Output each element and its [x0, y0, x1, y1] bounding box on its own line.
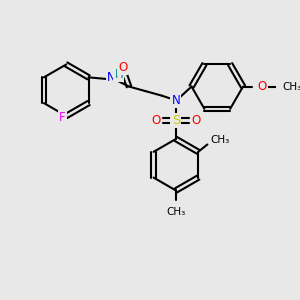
Text: CH₃: CH₃: [210, 135, 230, 145]
Text: O: O: [191, 114, 201, 127]
Text: S: S: [172, 114, 180, 127]
Text: F: F: [59, 111, 66, 124]
Text: H: H: [115, 68, 123, 81]
Text: O: O: [118, 61, 127, 74]
Text: N: N: [172, 94, 180, 107]
Text: N: N: [107, 71, 116, 84]
Text: O: O: [151, 114, 160, 127]
Text: CH₃: CH₃: [283, 82, 300, 92]
Text: O: O: [258, 80, 267, 93]
Text: CH₃: CH₃: [166, 207, 185, 217]
